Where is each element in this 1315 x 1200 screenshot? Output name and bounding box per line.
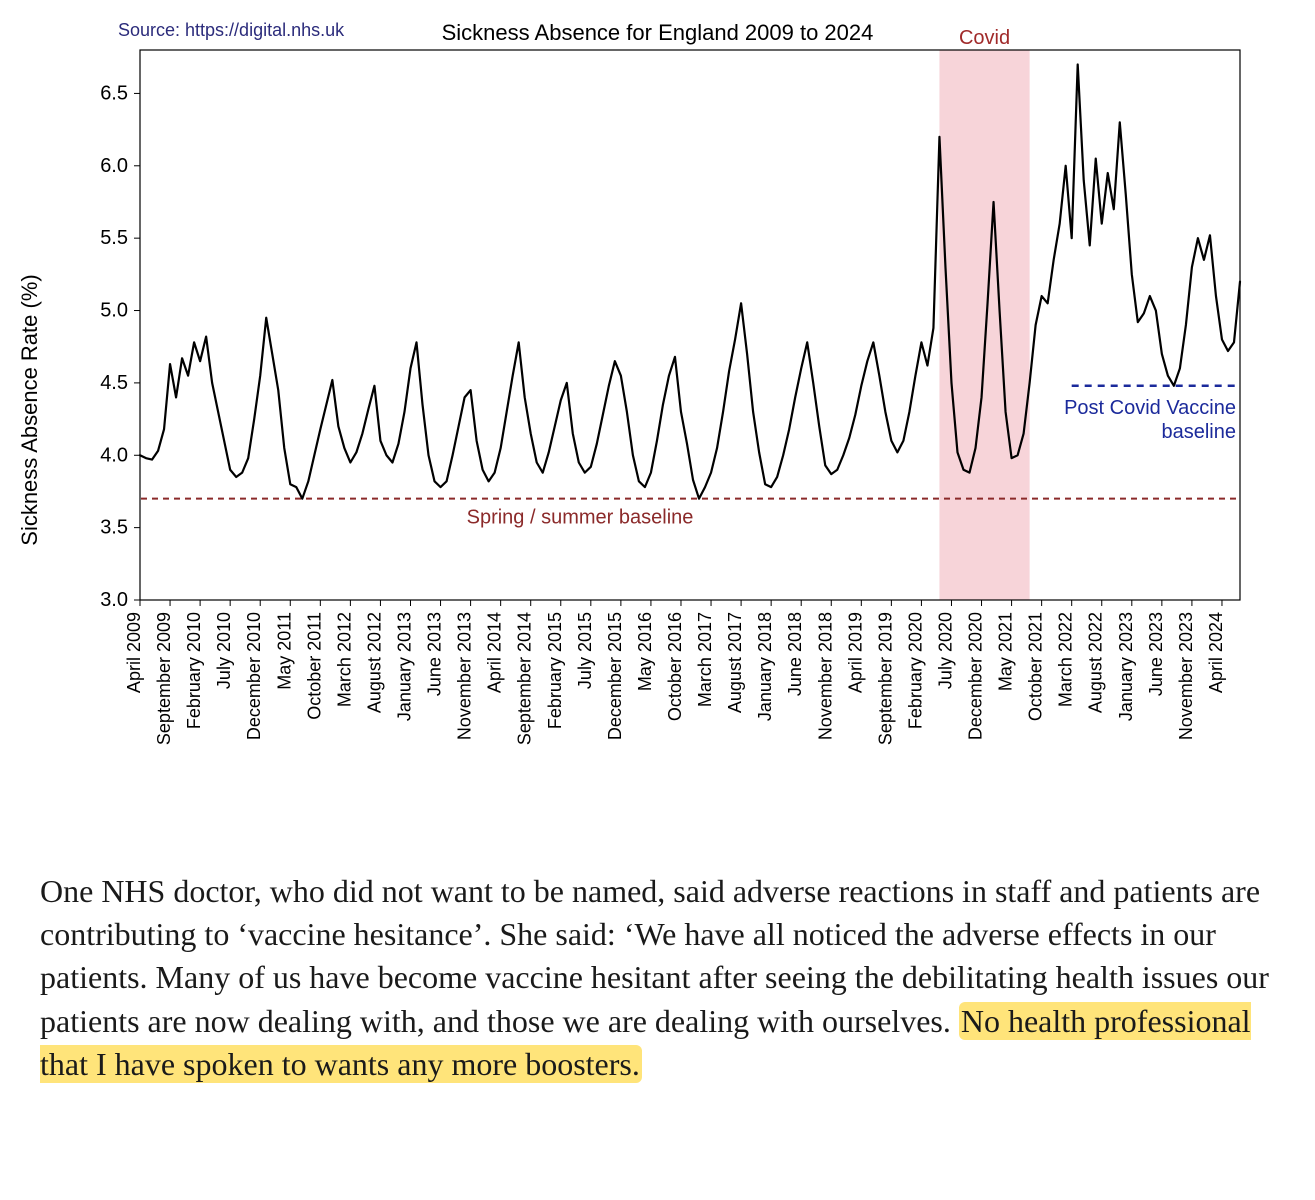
xtick-label: October 2016 bbox=[665, 612, 685, 721]
ytick-label: 4.0 bbox=[100, 444, 128, 466]
xtick-label: May 2016 bbox=[635, 612, 655, 691]
xtick-label: March 2017 bbox=[695, 612, 715, 707]
xtick-label: August 2022 bbox=[1086, 612, 1106, 713]
xtick-label: September 2009 bbox=[154, 612, 174, 745]
xtick-label: November 2023 bbox=[1176, 612, 1196, 740]
xtick-label: November 2018 bbox=[815, 612, 835, 740]
post-vaccine-baseline-label-1: Post Covid Vaccine bbox=[1064, 397, 1236, 419]
xtick-label: October 2011 bbox=[304, 612, 324, 720]
chart-title: Sickness Absence for England 2009 to 202… bbox=[40, 20, 1275, 46]
y-axis-label: Sickness Absence Rate (%) bbox=[17, 274, 43, 545]
ytick-label: 5.0 bbox=[100, 300, 128, 322]
xtick-label: April 2024 bbox=[1206, 612, 1226, 693]
xtick-label: September 2019 bbox=[875, 612, 895, 745]
chart-svg: 3.0 3.5 4.0 4.5 5.0 5.5 6.0 6.5 April 2009 Septem… bbox=[40, 0, 1275, 820]
ytick-label: 6.0 bbox=[100, 155, 128, 177]
xtick-label: April 2009 bbox=[124, 612, 144, 693]
xtick-label: January 2023 bbox=[1116, 612, 1136, 721]
xtick-label: March 2022 bbox=[1056, 612, 1076, 707]
chart-container: Source: https://digital.nhs.uk Sickness … bbox=[40, 0, 1275, 820]
xtick-label: April 2014 bbox=[485, 612, 505, 693]
xtick-label: June 2018 bbox=[785, 612, 805, 696]
xtick-label: April 2019 bbox=[845, 612, 865, 693]
post-vaccine-baseline-label-2: baseline bbox=[1161, 421, 1236, 443]
page: Source: https://digital.nhs.uk Sickness … bbox=[0, 0, 1315, 1200]
xtick-label: August 2012 bbox=[364, 612, 384, 713]
xtick-label: March 2012 bbox=[334, 612, 354, 707]
xtick-label: November 2013 bbox=[455, 612, 475, 740]
ytick-label: 3.0 bbox=[100, 589, 128, 611]
xtick-label: July 2015 bbox=[575, 612, 595, 689]
xtick-label: February 2020 bbox=[905, 612, 925, 729]
ytick-label: 6.5 bbox=[100, 82, 128, 104]
ytick-label: 5.5 bbox=[100, 227, 128, 249]
sickness-absence-line bbox=[140, 64, 1240, 498]
xtick-label: January 2013 bbox=[394, 612, 414, 721]
article-paragraph: One NHS doctor, who did not want to be n… bbox=[40, 870, 1275, 1086]
xtick-label: June 2023 bbox=[1146, 612, 1166, 696]
xtick-label: May 2021 bbox=[996, 612, 1016, 691]
xtick-label: January 2018 bbox=[755, 612, 775, 721]
xtick-label: December 2010 bbox=[244, 612, 264, 740]
ytick-label: 4.5 bbox=[100, 372, 128, 394]
xtick-label: May 2011 bbox=[274, 612, 294, 690]
ytick-label: 3.5 bbox=[100, 517, 128, 539]
xtick-label: July 2010 bbox=[214, 612, 234, 689]
xtick-label: June 2013 bbox=[425, 612, 445, 696]
xtick-label: December 2020 bbox=[966, 612, 986, 740]
xtick-label: August 2017 bbox=[725, 612, 745, 713]
covid-band bbox=[939, 50, 1029, 601]
xtick-label: December 2015 bbox=[605, 612, 625, 740]
xtick-label: July 2020 bbox=[935, 612, 955, 689]
xtick-label: October 2021 bbox=[1026, 612, 1046, 721]
xtick-label: September 2014 bbox=[515, 612, 535, 745]
xtick-label: February 2010 bbox=[184, 612, 204, 729]
spring-baseline-label: Spring / summer baseline bbox=[467, 507, 694, 529]
xtick-label: February 2015 bbox=[545, 612, 565, 729]
